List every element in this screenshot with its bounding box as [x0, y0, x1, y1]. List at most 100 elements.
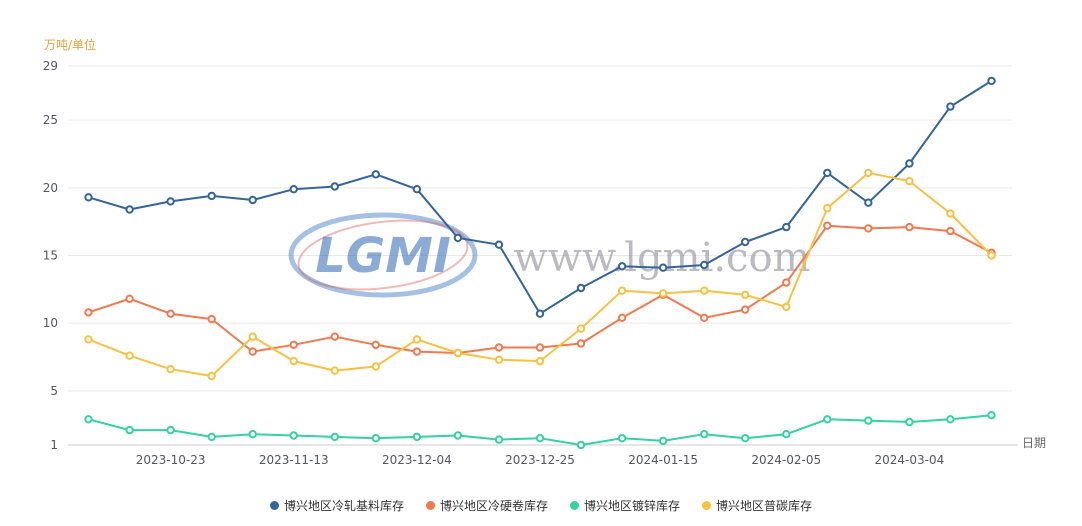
data-point [494, 240, 504, 249]
data-point [946, 226, 955, 236]
data-point [864, 198, 873, 207]
data-point [453, 348, 463, 358]
y-axis-unit-label: 万吨/单位 [44, 38, 97, 52]
data-point [207, 371, 216, 381]
data-point [782, 430, 791, 439]
data-point [248, 347, 257, 356]
data-point [700, 430, 709, 439]
legend-marker-icon [425, 501, 435, 510]
svg-text:2024-02-05: 2024-02-05 [751, 453, 821, 467]
data-point [987, 76, 996, 86]
svg-text:15: 15 [43, 249, 58, 263]
data-point [535, 309, 545, 318]
data-point [84, 415, 93, 424]
data-point [905, 159, 914, 168]
legend-label: 博兴地区冷硬卷库存 [439, 499, 548, 513]
legend-label: 博兴地区镀锌库存 [584, 499, 681, 513]
data-point [125, 294, 134, 303]
legend-item-plain-carbon[interactable]: 博兴地区普碳库存 [702, 497, 812, 514]
data-point [125, 351, 134, 360]
data-point [84, 335, 93, 344]
data-point [987, 411, 996, 420]
data-point [905, 222, 914, 232]
data-point [412, 432, 422, 442]
data-point [905, 417, 914, 427]
svg-text:2023-11-13: 2023-11-13 [259, 453, 329, 467]
data-point [371, 340, 380, 349]
data-point [782, 302, 791, 312]
legend-marker-icon [702, 501, 712, 510]
data-point [905, 176, 914, 186]
data-point [166, 425, 175, 435]
data-point [289, 340, 298, 349]
data-point [782, 278, 791, 287]
data-point [84, 193, 93, 202]
legend-marker-icon [269, 501, 279, 510]
data-point [864, 224, 873, 233]
svg-text:29: 29 [43, 59, 58, 73]
data-point [823, 168, 832, 178]
data-point [453, 233, 463, 243]
lgmi-logo-ring-icon [288, 212, 478, 298]
data-point [658, 289, 668, 298]
data-point [412, 185, 422, 194]
legend-marker-icon [570, 501, 579, 510]
svg-text:2024-03-04: 2024-03-04 [875, 453, 945, 467]
data-point [125, 205, 134, 214]
legend-item-cold-rolled-base[interactable]: 博兴地区冷轧基料库存 [269, 497, 404, 514]
data-point [248, 430, 257, 439]
data-point [84, 308, 93, 317]
data-point [658, 263, 668, 272]
svg-text:2023-12-04: 2023-12-04 [382, 453, 452, 467]
data-point [166, 197, 175, 206]
data-point [700, 286, 709, 295]
data-point [741, 290, 750, 299]
data-point [741, 434, 750, 443]
data-point [166, 365, 175, 374]
data-point [207, 191, 216, 201]
data-point [125, 425, 134, 435]
svg-text:20: 20 [43, 181, 58, 195]
watermark-url-text: www.lgmi.com [514, 235, 811, 281]
legend-item-cold-hard-coil[interactable]: 博兴地区冷硬卷库存 [425, 497, 548, 514]
data-point [330, 432, 339, 442]
series-1 [84, 221, 996, 358]
data-point [412, 347, 422, 356]
data-point [207, 314, 216, 324]
lgmi-logo-accent-icon [297, 219, 469, 291]
data-point [782, 222, 791, 232]
data-point [617, 434, 627, 443]
data-point [535, 356, 545, 366]
data-point [576, 283, 586, 293]
data-point [494, 435, 504, 444]
data-point [494, 343, 504, 352]
x-axis-date-label: 日期 [1022, 436, 1047, 450]
series-2 [84, 411, 996, 450]
data-point [823, 221, 832, 230]
data-point [371, 170, 380, 179]
data-point [576, 339, 586, 348]
legend-item-galvanized[interactable]: 博兴地区镀锌库存 [570, 497, 680, 514]
data-point [741, 237, 750, 247]
data-point [207, 432, 216, 442]
data-point [864, 168, 873, 178]
data-point [576, 440, 586, 450]
data-point [576, 324, 586, 333]
data-point [823, 203, 832, 213]
data-point [987, 251, 996, 260]
grid-lines [68, 65, 1012, 392]
data-point [289, 431, 298, 440]
data-point [617, 286, 627, 295]
data-point [535, 434, 545, 443]
chart-legend: 博兴地区冷轧基料库存 博兴地区冷硬卷库存 博兴地区镀锌库存 博兴地区普碳库存 [0, 497, 1082, 514]
data-point [248, 195, 257, 205]
svg-text:1: 1 [50, 438, 58, 452]
data-point [289, 356, 298, 366]
data-point [946, 415, 955, 424]
svg-text:25: 25 [43, 113, 58, 127]
data-point [700, 313, 709, 322]
data-point [658, 436, 668, 446]
data-point [946, 102, 955, 111]
